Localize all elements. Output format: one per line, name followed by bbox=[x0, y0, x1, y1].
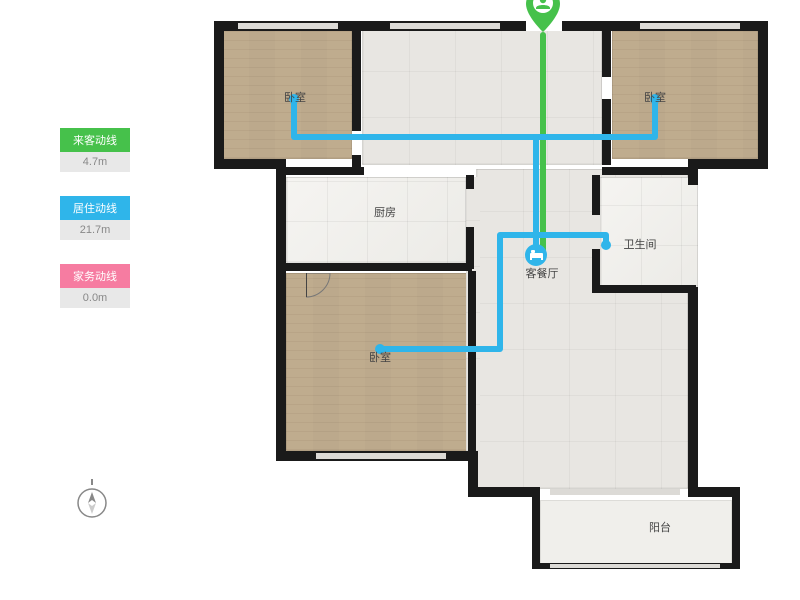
window-tl bbox=[238, 23, 338, 29]
legend-label-chore: 家务动线 bbox=[60, 264, 130, 288]
legend-item-resident: 居住动线 21.7m bbox=[60, 196, 130, 240]
living-center-icon bbox=[525, 244, 547, 266]
window-tm bbox=[390, 23, 500, 29]
floorplan: 卧室 卧室 厨房 卫生间 客餐厅 卧室 阳台 bbox=[210, 17, 770, 587]
room-bedroom-tr bbox=[612, 29, 758, 159]
legend-item-guest: 来客动线 4.7m bbox=[60, 128, 130, 172]
room-balcony bbox=[540, 500, 732, 564]
legend-item-chore: 家务动线 0.0m bbox=[60, 264, 130, 308]
window-bl bbox=[316, 453, 446, 459]
label-balcony: 阳台 bbox=[649, 519, 671, 535]
node-bathroom bbox=[601, 240, 611, 250]
label-bedroom-tr: 卧室 bbox=[644, 89, 666, 105]
legend-value-chore: 0.0m bbox=[60, 288, 130, 308]
entry-pin-icon bbox=[526, 0, 560, 37]
label-bedroom-tl: 卧室 bbox=[284, 89, 306, 105]
label-bedroom-bl: 卧室 bbox=[369, 349, 391, 365]
label-bathroom: 卫生间 bbox=[624, 236, 657, 252]
legend-label-guest: 来客动线 bbox=[60, 128, 130, 152]
legend-value-guest: 4.7m bbox=[60, 152, 130, 172]
window-tr bbox=[640, 23, 740, 29]
legend-label-resident: 居住动线 bbox=[60, 196, 130, 220]
window-balcony bbox=[550, 564, 720, 568]
room-hall-top bbox=[362, 27, 602, 165]
compass-icon bbox=[74, 485, 110, 521]
room-bathroom bbox=[600, 177, 698, 287]
label-kitchen: 厨房 bbox=[374, 204, 396, 220]
legend: 来客动线 4.7m 居住动线 21.7m 家务动线 0.0m bbox=[60, 128, 130, 332]
legend-value-resident: 21.7m bbox=[60, 220, 130, 240]
label-living: 客餐厅 bbox=[526, 265, 559, 281]
door-arc-icon bbox=[306, 273, 332, 304]
window-living-bottom bbox=[550, 489, 680, 495]
room-kitchen bbox=[286, 177, 466, 263]
